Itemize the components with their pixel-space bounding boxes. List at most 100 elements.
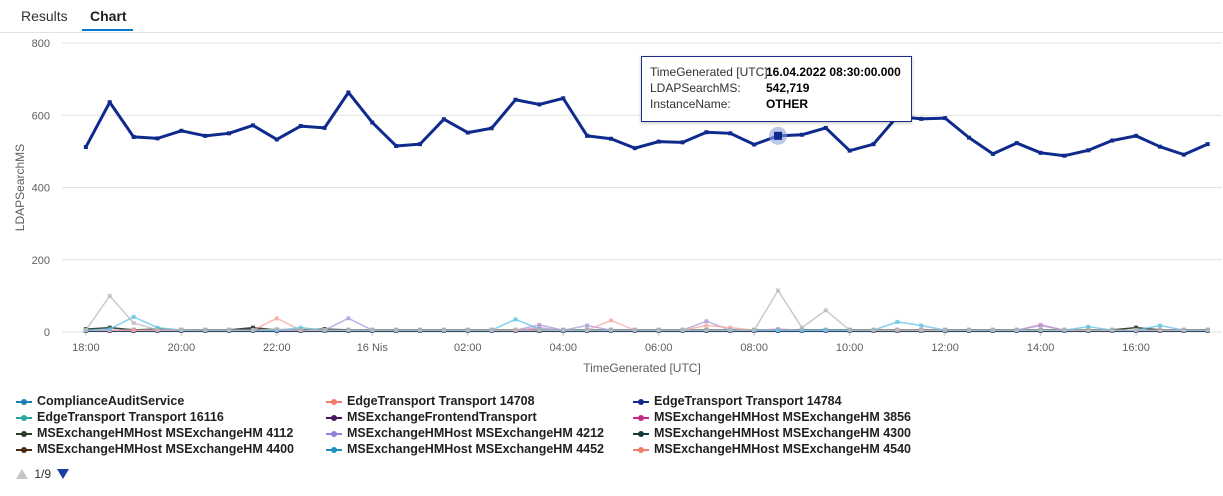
data-point bbox=[1181, 152, 1186, 157]
data-point bbox=[179, 128, 184, 133]
data-point bbox=[227, 131, 232, 136]
data-point bbox=[823, 125, 828, 130]
data-point bbox=[799, 328, 804, 333]
data-point bbox=[513, 97, 518, 102]
data-point bbox=[728, 325, 733, 330]
legend-item[interactable]: MSExchangeHMHost MSExchangeHM 4540 bbox=[633, 441, 911, 457]
legend-label: MSExchangeFrontendTransport bbox=[347, 410, 537, 424]
legend-swatch-icon bbox=[633, 429, 649, 439]
x-tick-label: 14:00 bbox=[1027, 342, 1055, 354]
pager-up-icon[interactable] bbox=[16, 468, 28, 479]
legend-label: EdgeTransport Transport 16116 bbox=[37, 410, 224, 424]
data-point bbox=[1134, 133, 1139, 138]
legend-swatch-icon bbox=[633, 445, 649, 455]
legend-swatch-dot bbox=[21, 430, 27, 437]
data-point bbox=[823, 308, 828, 313]
data-point bbox=[131, 328, 136, 333]
line-chart[interactable]: 0 200 400 600 800 18:00 20:00 22:00 16 Nis 02:00 0… bbox=[0, 33, 1223, 378]
legend-pager: 1/9 bbox=[16, 466, 70, 481]
data-point bbox=[585, 328, 590, 333]
data-point bbox=[418, 328, 423, 333]
pager-down-icon[interactable] bbox=[57, 468, 70, 479]
x-tick-label: 20:00 bbox=[168, 342, 196, 354]
data-point bbox=[537, 328, 542, 333]
legend-item[interactable]: MSExchangeHMHost MSExchangeHM 4452 bbox=[326, 441, 604, 457]
legend-item[interactable]: MSExchangeHMHost MSExchangeHM 4400 bbox=[16, 441, 294, 457]
data-point bbox=[895, 328, 900, 333]
data-point bbox=[799, 132, 804, 137]
data-point bbox=[1086, 324, 1091, 329]
legend-swatch-dot bbox=[331, 446, 337, 453]
legend-item[interactable]: EdgeTransport Transport 16116 bbox=[16, 409, 224, 425]
legend-swatch-dot bbox=[638, 430, 644, 437]
x-tick-label: 18:00 bbox=[72, 342, 100, 354]
data-point bbox=[418, 142, 423, 147]
legend-swatch-dot bbox=[21, 414, 27, 421]
data-point bbox=[107, 100, 112, 105]
legend-item[interactable]: MSExchangeHMHost MSExchangeHM 4300 bbox=[633, 425, 911, 441]
data-point bbox=[752, 142, 757, 147]
data-point bbox=[537, 102, 542, 107]
chart-tooltip: TimeGenerated [UTC]: 16.04.2022 08:30:00… bbox=[641, 56, 912, 122]
data-point bbox=[298, 124, 303, 129]
data-point bbox=[1086, 148, 1091, 153]
legend-swatch-dot bbox=[331, 414, 337, 421]
data-point bbox=[943, 116, 948, 121]
legend-item[interactable]: MSExchangeHMHost MSExchangeHM 3856 bbox=[633, 409, 911, 425]
legend-item[interactable]: MSExchangeHMHost MSExchangeHM 4112 bbox=[16, 425, 293, 441]
legend-item[interactable]: MSExchangeFrontendTransport bbox=[326, 409, 537, 425]
data-point bbox=[513, 317, 518, 322]
data-point bbox=[871, 328, 876, 333]
data-point bbox=[919, 116, 924, 121]
data-point bbox=[131, 314, 136, 319]
pager-text: 1/9 bbox=[34, 466, 52, 481]
data-point bbox=[776, 288, 781, 293]
data-point bbox=[274, 137, 279, 142]
data-point bbox=[847, 328, 852, 333]
tooltip-value-metric: 542,719 bbox=[766, 81, 810, 95]
legend-swatch-icon bbox=[326, 429, 342, 439]
data-point bbox=[704, 130, 709, 135]
data-point bbox=[489, 126, 494, 131]
tooltip-row-metric: LDAPSearchMS: 542,719 bbox=[650, 81, 809, 95]
data-point bbox=[1038, 150, 1043, 155]
data-point bbox=[752, 328, 757, 333]
legend-item[interactable]: EdgeTransport Transport 14708 bbox=[326, 393, 535, 409]
legend-label: MSExchangeHMHost MSExchangeHM 4112 bbox=[37, 426, 294, 440]
data-point bbox=[632, 146, 637, 151]
data-point bbox=[1134, 325, 1139, 330]
data-point bbox=[823, 328, 828, 333]
data-point bbox=[561, 328, 566, 333]
legend-label: EdgeTransport Transport 14784 bbox=[654, 394, 842, 408]
x-tick-label: 08:00 bbox=[740, 342, 768, 354]
data-point bbox=[370, 120, 375, 125]
data-point bbox=[322, 328, 327, 333]
tooltip-key-time: TimeGenerated [UTC]: bbox=[650, 65, 771, 79]
legend-swatch-icon bbox=[633, 413, 649, 423]
tab-results[interactable]: Results bbox=[21, 8, 68, 24]
data-point bbox=[919, 323, 924, 328]
data-point bbox=[298, 325, 303, 330]
legend-item[interactable]: MSExchangeHMHost MSExchangeHM 4212 bbox=[326, 425, 604, 441]
data-point bbox=[298, 328, 303, 333]
data-point bbox=[1205, 142, 1210, 147]
legend-label: MSExchangeHMHost MSExchangeHM 4212 bbox=[347, 426, 605, 440]
x-tick-label: 02:00 bbox=[454, 342, 482, 354]
data-point bbox=[394, 143, 399, 148]
x-tick-label: 06:00 bbox=[645, 342, 673, 354]
data-point bbox=[656, 328, 661, 333]
x-tick-label: 16 Nis bbox=[357, 342, 389, 354]
legend-swatch-dot bbox=[21, 446, 27, 453]
y-tick-label: 800 bbox=[32, 38, 50, 50]
data-point bbox=[346, 316, 351, 321]
y-tick-label: 400 bbox=[32, 183, 50, 195]
chart-legend: ComplianceAuditService EdgeTransport Tran… bbox=[16, 393, 1216, 463]
legend-item[interactable]: EdgeTransport Transport 14784 bbox=[633, 393, 842, 409]
legend-swatch-dot bbox=[638, 414, 644, 421]
tab-chart[interactable]: Chart bbox=[90, 8, 127, 24]
data-point bbox=[704, 323, 709, 328]
legend-item[interactable]: ComplianceAuditService bbox=[16, 393, 184, 409]
data-point bbox=[1038, 323, 1043, 328]
data-point bbox=[847, 148, 852, 153]
legend-swatch-dot bbox=[638, 446, 644, 453]
